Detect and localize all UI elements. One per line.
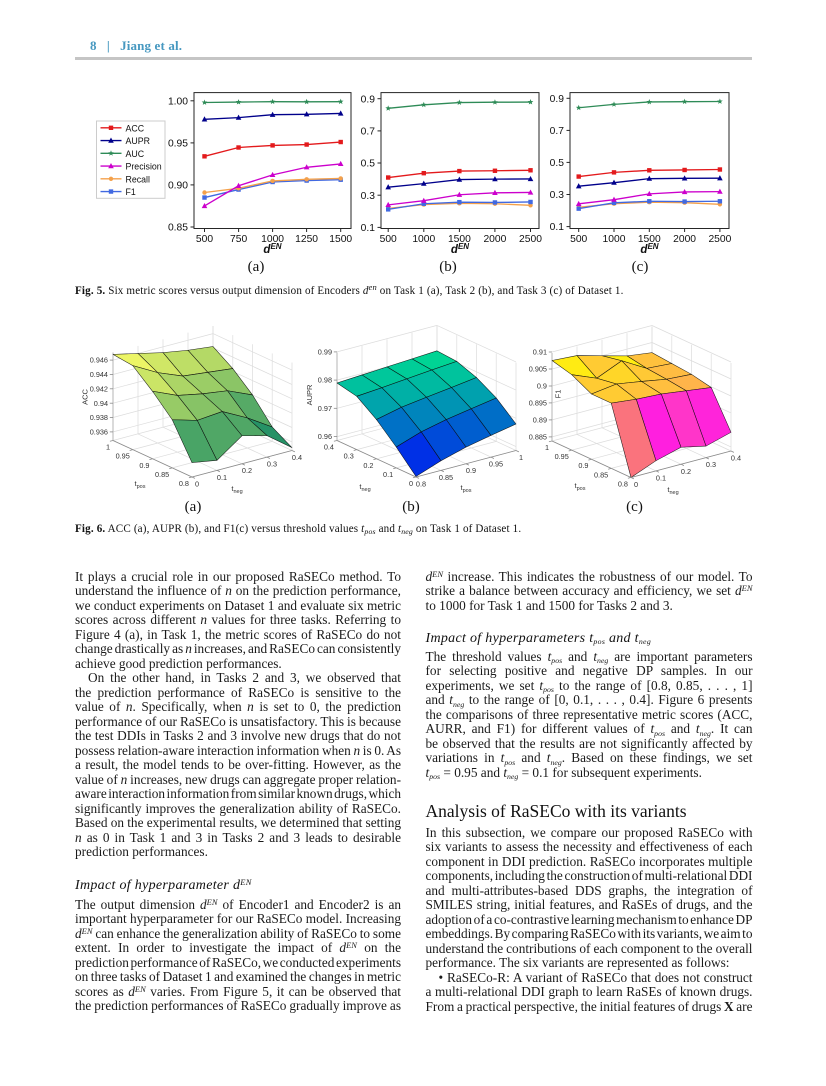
svg-text:0.9: 0.9 — [578, 461, 588, 470]
svg-text:ACC: ACC — [81, 389, 90, 405]
svg-text:AUC: AUC — [126, 149, 145, 159]
svg-text:0.936: 0.936 — [90, 428, 108, 437]
svg-text:(c): (c) — [632, 259, 649, 275]
svg-text:0.98: 0.98 — [318, 376, 332, 385]
svg-text:tneg: tneg — [231, 484, 242, 495]
svg-text:tpos: tpos — [135, 479, 146, 490]
svg-text:0.1: 0.1 — [383, 470, 393, 479]
svg-text:0.5: 0.5 — [361, 159, 376, 170]
svg-text:0.3: 0.3 — [267, 460, 277, 469]
svg-text:0.2: 0.2 — [681, 467, 691, 476]
svg-text:0.9: 0.9 — [361, 94, 376, 105]
svg-text:0.4: 0.4 — [324, 443, 334, 452]
svg-text:AUPR: AUPR — [126, 136, 150, 146]
svg-text:0.938: 0.938 — [90, 413, 108, 422]
svg-text:0.8: 0.8 — [618, 480, 628, 489]
svg-text:0.3: 0.3 — [361, 191, 376, 202]
svg-text:0.895: 0.895 — [529, 399, 547, 408]
svg-text:1500: 1500 — [329, 234, 352, 245]
svg-text:0.7: 0.7 — [550, 126, 565, 137]
svg-text:0.1: 0.1 — [656, 473, 666, 482]
svg-text:tneg: tneg — [667, 485, 678, 496]
svg-text:1500: 1500 — [448, 234, 471, 245]
svg-text:AUPR: AUPR — [305, 384, 314, 405]
svg-text:(a): (a) — [185, 499, 202, 515]
svg-text:0.91: 0.91 — [533, 348, 547, 357]
svg-text:1000: 1000 — [412, 234, 435, 245]
svg-text:0.99: 0.99 — [318, 348, 332, 357]
svg-text:0.3: 0.3 — [706, 460, 716, 469]
svg-text:0.9: 0.9 — [537, 382, 547, 391]
svg-text:1000: 1000 — [261, 234, 284, 245]
svg-text:0.9: 0.9 — [550, 94, 565, 105]
svg-text:750: 750 — [230, 234, 247, 245]
svg-text:Precision: Precision — [126, 162, 162, 172]
svg-text:(b): (b) — [402, 499, 420, 515]
svg-text:1500: 1500 — [638, 234, 661, 245]
svg-text:0.95: 0.95 — [555, 452, 569, 461]
svg-text:0.3: 0.3 — [344, 452, 354, 461]
svg-text:0.885: 0.885 — [529, 433, 547, 442]
svg-text:tpos: tpos — [461, 483, 472, 494]
svg-text:0.3: 0.3 — [550, 190, 565, 201]
svg-text:0.95: 0.95 — [168, 139, 188, 150]
svg-text:(c): (c) — [626, 499, 643, 515]
svg-text:0.85: 0.85 — [155, 470, 169, 479]
svg-text:0.2: 0.2 — [242, 466, 252, 475]
svg-text:0.9: 0.9 — [466, 466, 476, 475]
svg-text:0.89: 0.89 — [533, 416, 547, 425]
svg-text:2500: 2500 — [708, 234, 731, 245]
svg-text:500: 500 — [570, 234, 587, 245]
svg-text:dEN: dEN — [451, 242, 469, 256]
svg-text:0.1: 0.1 — [361, 223, 376, 234]
svg-text:0.1: 0.1 — [550, 222, 565, 233]
svg-text:0.94: 0.94 — [94, 399, 108, 408]
svg-text:0.85: 0.85 — [168, 223, 188, 234]
svg-text:tpos: tpos — [575, 481, 586, 492]
svg-text:1: 1 — [545, 443, 549, 452]
svg-text:1000: 1000 — [603, 234, 626, 245]
svg-text:dEN: dEN — [263, 242, 281, 256]
svg-text:F1: F1 — [126, 187, 136, 197]
svg-text:2000: 2000 — [673, 234, 696, 245]
svg-text:500: 500 — [196, 234, 213, 245]
svg-text:1.00: 1.00 — [168, 96, 188, 107]
svg-text:0.946: 0.946 — [90, 356, 108, 365]
svg-text:(b): (b) — [439, 259, 457, 275]
svg-text:0: 0 — [195, 480, 199, 489]
svg-text:0.90: 0.90 — [168, 181, 188, 192]
svg-text:(a): (a) — [248, 259, 265, 275]
svg-text:0.97: 0.97 — [318, 404, 332, 413]
svg-text:0.944: 0.944 — [90, 370, 108, 379]
svg-text:0.8: 0.8 — [416, 480, 426, 489]
svg-text:ACC: ACC — [126, 123, 145, 133]
svg-text:0.7: 0.7 — [361, 127, 376, 138]
svg-text:0.4: 0.4 — [731, 454, 741, 463]
svg-text:2500: 2500 — [519, 234, 542, 245]
svg-text:0.4: 0.4 — [292, 453, 302, 462]
svg-text:0.905: 0.905 — [529, 365, 547, 374]
svg-text:0.85: 0.85 — [594, 470, 608, 479]
svg-text:F1: F1 — [554, 390, 563, 399]
svg-text:0.95: 0.95 — [489, 460, 503, 469]
svg-text:0: 0 — [634, 480, 638, 489]
svg-text:0.85: 0.85 — [439, 473, 453, 482]
svg-text:0.95: 0.95 — [116, 452, 130, 461]
svg-text:0.2: 0.2 — [363, 461, 373, 470]
svg-text:1250: 1250 — [295, 234, 318, 245]
svg-text:1: 1 — [519, 453, 523, 462]
svg-text:dEN: dEN — [640, 242, 658, 256]
svg-text:0.5: 0.5 — [550, 158, 565, 169]
svg-text:tneg: tneg — [359, 482, 370, 493]
svg-text:Recall: Recall — [126, 174, 150, 184]
svg-text:0.1: 0.1 — [217, 473, 227, 482]
svg-text:0.942: 0.942 — [90, 384, 108, 393]
svg-text:500: 500 — [380, 234, 397, 245]
svg-text:0.8: 0.8 — [179, 479, 189, 488]
svg-text:0: 0 — [409, 479, 413, 488]
svg-text:1: 1 — [106, 443, 110, 452]
svg-text:0.96: 0.96 — [318, 432, 332, 441]
svg-text:0.9: 0.9 — [139, 461, 149, 470]
svg-text:2000: 2000 — [483, 234, 506, 245]
